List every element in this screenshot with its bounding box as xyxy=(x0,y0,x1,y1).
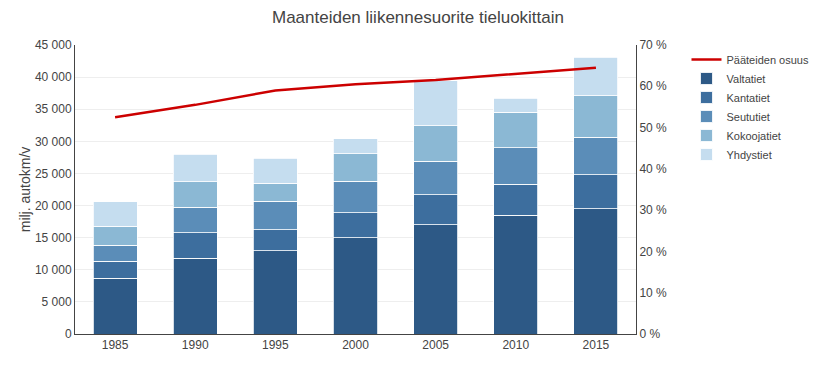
svg-text:10 %: 10 % xyxy=(639,286,667,300)
svg-text:Valtatiet: Valtatiet xyxy=(726,73,765,85)
svg-text:Maanteiden liikennesuorite tie: Maanteiden liikennesuorite tieluokittain xyxy=(272,8,564,27)
svg-text:1985: 1985 xyxy=(102,338,129,352)
svg-text:30 %: 30 % xyxy=(639,203,667,217)
svg-text:2010: 2010 xyxy=(502,338,529,352)
svg-text:10 000: 10 000 xyxy=(35,263,72,277)
svg-text:Seututiet: Seututiet xyxy=(726,111,769,123)
svg-text:2015: 2015 xyxy=(583,338,610,352)
svg-text:1990: 1990 xyxy=(182,338,209,352)
svg-text:Kokoojatiet: Kokoojatiet xyxy=(726,130,780,142)
svg-text:30 000: 30 000 xyxy=(35,135,72,149)
svg-text:45 000: 45 000 xyxy=(35,38,72,52)
svg-text:20 %: 20 % xyxy=(639,245,667,259)
svg-text:1995: 1995 xyxy=(262,338,289,352)
svg-text:milj. autokm/v: milj. autokm/v xyxy=(17,147,33,233)
svg-text:0 %: 0 % xyxy=(639,327,660,341)
svg-text:40 000: 40 000 xyxy=(35,70,72,84)
svg-text:35 000: 35 000 xyxy=(35,102,72,116)
svg-text:25 000: 25 000 xyxy=(35,167,72,181)
svg-text:60 %: 60 % xyxy=(639,79,667,93)
svg-text:0: 0 xyxy=(65,327,72,341)
svg-text:40 %: 40 % xyxy=(639,162,667,176)
svg-text:20 000: 20 000 xyxy=(35,199,72,213)
svg-text:50 %: 50 % xyxy=(639,121,667,135)
svg-text:2005: 2005 xyxy=(422,338,449,352)
svg-text:Pääteiden osuus: Pääteiden osuus xyxy=(726,54,808,66)
svg-text:2000: 2000 xyxy=(342,338,369,352)
svg-text:70 %: 70 % xyxy=(639,38,667,52)
svg-text:15 000: 15 000 xyxy=(35,231,72,245)
svg-text:Kantatiet: Kantatiet xyxy=(726,92,769,104)
svg-text:5 000: 5 000 xyxy=(42,295,72,309)
svg-text:Yhdystiet: Yhdystiet xyxy=(726,149,771,161)
